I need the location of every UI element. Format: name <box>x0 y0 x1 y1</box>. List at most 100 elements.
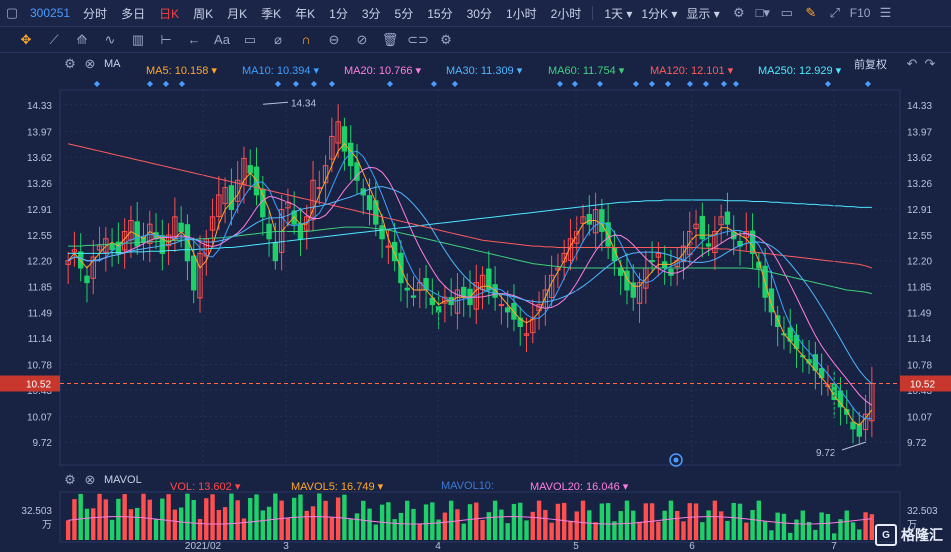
undo-icon[interactable]: ↶ <box>906 56 918 71</box>
toolbar-settings-icon[interactable]: ⚙ <box>440 31 452 47</box>
candle-body <box>373 200 379 225</box>
vol-item-3[interactable]: MAVOL20: 16.046 ▾ <box>530 481 629 493</box>
candle-body <box>699 215 706 240</box>
volume-bar <box>762 521 768 540</box>
fullscreen-icon[interactable]: ⤢ <box>829 5 840 20</box>
volume-bar <box>687 503 692 540</box>
ma-item-0[interactable]: MA5: 10.158 ▾ <box>146 65 217 77</box>
sidebar-toggle-icon[interactable]: ▢ <box>5 5 19 20</box>
candle-body <box>84 275 90 284</box>
candle-body <box>580 216 586 224</box>
current-price-right: 10.52 <box>910 380 935 391</box>
ma-item-4[interactable]: MA60: 11.754 ▾ <box>548 65 625 77</box>
settings-icon[interactable]: ⚙ <box>732 5 745 20</box>
candle-body <box>498 304 505 307</box>
period-tab-5[interactable]: 季K <box>261 6 282 21</box>
period-tab-10[interactable]: 15分 <box>427 6 453 21</box>
image-icon[interactable]: ▭ <box>780 5 793 20</box>
minute-select[interactable]: 1分K ▾ <box>641 6 678 21</box>
price-tick-right: 10.43 <box>907 386 932 397</box>
trash-icon[interactable]: 🗑 <box>381 31 399 47</box>
candle-body <box>222 187 228 205</box>
pencil-icon[interactable]: ✎ <box>805 5 817 20</box>
link-icon[interactable]: ⊂⊃ <box>407 31 429 47</box>
volume-bar <box>141 493 146 540</box>
event-marker: ◆ <box>703 79 710 88</box>
ma-item-1[interactable]: MA10: 10.394 ▾ <box>242 65 320 77</box>
event-marker: ◆ <box>557 79 564 88</box>
vol-item-0[interactable]: VOL: 13.602 ▾ <box>170 481 241 493</box>
event-marker: ◆ <box>665 79 672 88</box>
volume-bar <box>561 502 567 540</box>
period-tab-0[interactable]: 分时 <box>83 6 108 21</box>
price-tick-right: 13.26 <box>907 179 932 190</box>
vol-label: MAVOL <box>104 474 142 486</box>
event-marker: ◆ <box>293 79 300 88</box>
period-tab-13[interactable]: 2小时 <box>550 6 582 21</box>
ma-close-icon[interactable]: ⊗ <box>84 56 96 71</box>
ma-item-6[interactable]: MA250: 12.929 ▾ <box>758 65 842 77</box>
color-select-icon[interactable]: □▾ <box>755 5 770 20</box>
ma-line-ma30 <box>67 186 873 385</box>
ma-settings-icon[interactable]: ⚙ <box>64 56 76 71</box>
ma-line-ma250 <box>68 199 872 254</box>
magnet-icon[interactable]: ∩ <box>301 32 311 47</box>
ma-item-2[interactable]: MA20: 10.766 ▾ <box>344 65 422 77</box>
ma-item-3[interactable]: MA30: 11.309 ▾ <box>446 65 523 77</box>
vol-item-1[interactable]: MAVOL5: 16.749 ▾ <box>291 481 384 493</box>
wave-tool-icon[interactable]: ∿ <box>104 31 116 47</box>
vol-close-icon[interactable]: ⊗ <box>84 472 96 487</box>
candle-body <box>862 413 869 430</box>
price-tick-right: 11.49 <box>907 309 932 320</box>
volume-bar <box>392 519 397 540</box>
period-tab-4[interactable]: 月K <box>227 6 248 21</box>
f10-button[interactable]: F10 <box>849 6 871 20</box>
candle-body <box>385 245 392 248</box>
note-icon[interactable]: ▭ <box>243 31 257 47</box>
volume-bar <box>781 513 787 540</box>
period-tab-3[interactable]: 周K <box>193 6 214 21</box>
hide-icon[interactable]: ⊘ <box>356 31 368 47</box>
period-tab-6[interactable]: 年K <box>295 6 316 21</box>
period-tab-9[interactable]: 5分 <box>394 6 414 21</box>
vol-item-2[interactable]: MAVOL10: <box>441 480 494 492</box>
volume-bar <box>248 498 253 540</box>
volume-bar <box>744 522 749 540</box>
period-tab-11[interactable]: 30分 <box>466 6 492 21</box>
ma-item-5[interactable]: MA120: 12.101 ▾ <box>650 65 734 77</box>
redo-icon[interactable]: ↷ <box>924 56 936 71</box>
vol-settings-icon[interactable]: ⚙ <box>64 472 76 487</box>
period-tab-12[interactable]: 1小时 <box>505 6 537 21</box>
crosshair-move-icon[interactable]: ✥ <box>20 31 32 47</box>
adjust-mode-button[interactable]: 前复权 <box>854 59 887 71</box>
vol-axis-top-right: 32.503 <box>907 506 938 517</box>
volume-bar <box>511 503 517 540</box>
day-select[interactable]: 1天 ▾ <box>604 6 633 21</box>
measure-icon[interactable]: ⊢ <box>160 31 172 47</box>
lock-icon[interactable]: ⊖ <box>328 31 340 47</box>
period-tab-7[interactable]: 1分 <box>329 6 348 21</box>
candle-body <box>329 135 335 160</box>
text-tool-icon[interactable]: Aa <box>214 32 230 47</box>
period-tab-2[interactable]: 日K <box>159 6 180 21</box>
volume-bar <box>637 521 642 540</box>
volume-bar <box>631 510 636 540</box>
channel-tool-icon[interactable]: ⟰ <box>76 31 88 47</box>
stock-code[interactable]: 300251 <box>30 6 71 20</box>
date-label-0: 2021/02 <box>185 541 222 552</box>
menu-icon[interactable]: ☰ <box>879 5 892 20</box>
watermark: G 格隆汇 <box>875 524 943 546</box>
period-tab-8[interactable]: 3分 <box>361 6 381 21</box>
candle-body <box>429 297 436 306</box>
line-tool-icon[interactable]: ⟋ <box>49 31 59 47</box>
candle-body <box>768 288 775 313</box>
bar-pattern-icon[interactable]: ▥ <box>131 31 145 47</box>
eraser-icon[interactable]: ⌀ <box>274 31 282 47</box>
period-tab-1[interactable]: 多日 <box>121 6 146 21</box>
ma-label: MA <box>104 58 121 70</box>
display-menu[interactable]: 显示 ▾ <box>686 6 720 21</box>
event-marker: ◆ <box>687 79 694 88</box>
arrow-icon[interactable]: ← <box>187 32 201 47</box>
period-tabs: 分时 多日 日K 周K 月K 季K 年K 1分 3分 5分 15分 30分 1小时 2小时 <box>76 5 588 22</box>
